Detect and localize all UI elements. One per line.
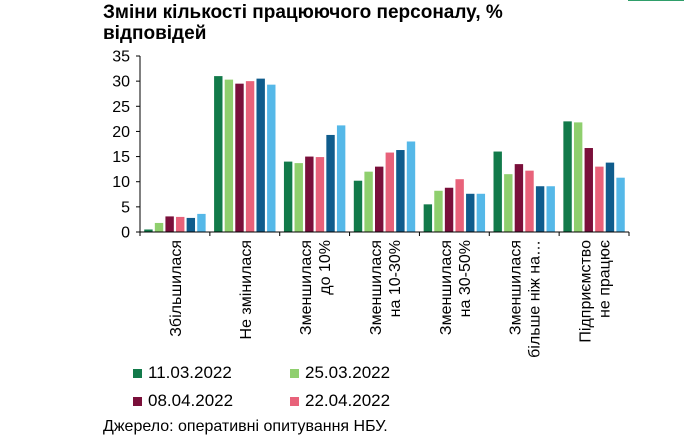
bar-s6-c4	[406, 141, 416, 232]
category-label-4: Зменшилася на 10-30%	[368, 240, 404, 335]
bar-s4-c5	[455, 179, 464, 232]
category-label-line: Не змінилася	[238, 240, 255, 339]
category-label-line: на 30-50%	[457, 240, 474, 317]
bar-s5-c2	[256, 78, 265, 232]
category-label-line: більше ніж на…	[527, 240, 544, 358]
bar-s1-c5	[423, 204, 433, 232]
category-label-line: Підприємство	[578, 240, 595, 343]
bar-s2-c5	[434, 190, 443, 232]
bar-s2-c3	[294, 163, 303, 232]
bar-s5-c6	[535, 186, 545, 232]
bar-s2-c1	[154, 222, 164, 232]
y-ticks-group: 0 5 10 15 20 25 30 35	[112, 49, 140, 242]
bar-s1-c7	[563, 121, 572, 232]
category-label-line: Зменшилася	[508, 240, 525, 335]
legend-label: 25.03.2022	[305, 363, 390, 382]
bar-s2-c7	[573, 122, 583, 232]
bar-s4-c7	[595, 166, 604, 232]
bar-s4-c1	[176, 216, 185, 232]
bar-s6-c1	[197, 213, 206, 232]
category-label-line: Збільшилася	[168, 240, 185, 337]
y-tick-label: 10	[112, 174, 130, 191]
category-label-line: до 10%	[317, 240, 334, 295]
bar-s1-c6	[493, 151, 502, 232]
bar-s6-c5	[476, 193, 486, 232]
category-label-6: Зменшилася більше ніж на…	[508, 240, 544, 358]
bars-group	[144, 76, 625, 232]
category-label-5: Зменшилася на 30-50%	[438, 240, 474, 335]
bar-s3-c2	[235, 83, 244, 232]
bar-s6-c6	[546, 186, 555, 232]
bar-s3-c4	[375, 166, 384, 232]
axes-group	[139, 56, 630, 236]
category-label-line: Зменшилася	[298, 240, 315, 335]
bar-s4-c2	[245, 81, 255, 232]
bar-s3-c5	[444, 187, 454, 232]
category-label-1: Збільшилася	[168, 240, 185, 337]
source-note: Джерело: оперативні опитування НБУ.	[103, 418, 388, 435]
category-labels-group: Збільшилася Не змінилася Зменшилася до 10% З…	[168, 240, 614, 358]
chart-title-line-1: Зміни кількості працюючого персоналу, %	[103, 2, 503, 23]
bar-s6-c7	[616, 177, 625, 232]
legend-swatch	[290, 397, 299, 406]
y-tick-label: 5	[121, 199, 130, 216]
bar-s5-c5	[466, 193, 475, 232]
category-label-2: Не змінилася	[238, 240, 255, 339]
category-label-line: на 10-30%	[387, 240, 404, 317]
legend-label: 08.04.2022	[148, 391, 233, 410]
bar-s1-c1	[144, 229, 153, 232]
header-rule	[628, 0, 684, 1]
y-tick-label: 30	[112, 74, 130, 91]
category-label-line: не працює	[597, 240, 614, 318]
legend-swatch	[290, 369, 299, 378]
bar-s3-c6	[514, 164, 524, 232]
y-tick-label: 0	[121, 225, 130, 242]
bar-s2-c2	[224, 79, 234, 232]
bar-s3-c1	[165, 216, 174, 232]
bar-s1-c2	[214, 76, 223, 232]
chart-title: Зміни кількості працюючого персоналу, % …	[103, 2, 623, 44]
bar-s5-c1	[186, 217, 196, 232]
bar-s5-c4	[396, 150, 405, 232]
bar-s3-c7	[584, 148, 593, 232]
legend-label: 22.04.2022	[305, 391, 390, 410]
legend-swatch	[133, 369, 142, 378]
bar-s3-c3	[305, 156, 314, 232]
category-label-7: Підприємство не працює	[578, 240, 614, 343]
bar-s5-c7	[605, 162, 615, 232]
legend: 11.03.2022 25.03.2022 08.04.2022 22.04.2022	[133, 363, 390, 410]
y-tick-label: 25	[112, 99, 130, 116]
bar-s6-c2	[267, 84, 276, 232]
bar-s1-c3	[283, 161, 293, 232]
bar-s5-c3	[326, 134, 335, 232]
category-label-3: Зменшилася до 10%	[298, 240, 334, 335]
y-tick-label: 15	[112, 149, 130, 166]
bar-s4-c3	[315, 157, 325, 232]
category-label-line: Зменшилася	[368, 240, 385, 335]
bar-s2-c6	[504, 174, 513, 232]
y-tick-label: 20	[112, 124, 130, 141]
bar-s2-c4	[364, 171, 373, 232]
bar-s6-c3	[336, 125, 346, 232]
bar-s1-c4	[353, 180, 363, 232]
legend-label: 11.03.2022	[148, 363, 232, 382]
category-label-line: Зменшилася	[438, 240, 455, 335]
bar-s4-c6	[525, 170, 534, 232]
bar-s4-c4	[385, 152, 394, 232]
chart-title-line-2: відповідей	[103, 23, 207, 44]
y-tick-label: 35	[112, 49, 130, 66]
legend-swatch	[133, 397, 142, 406]
